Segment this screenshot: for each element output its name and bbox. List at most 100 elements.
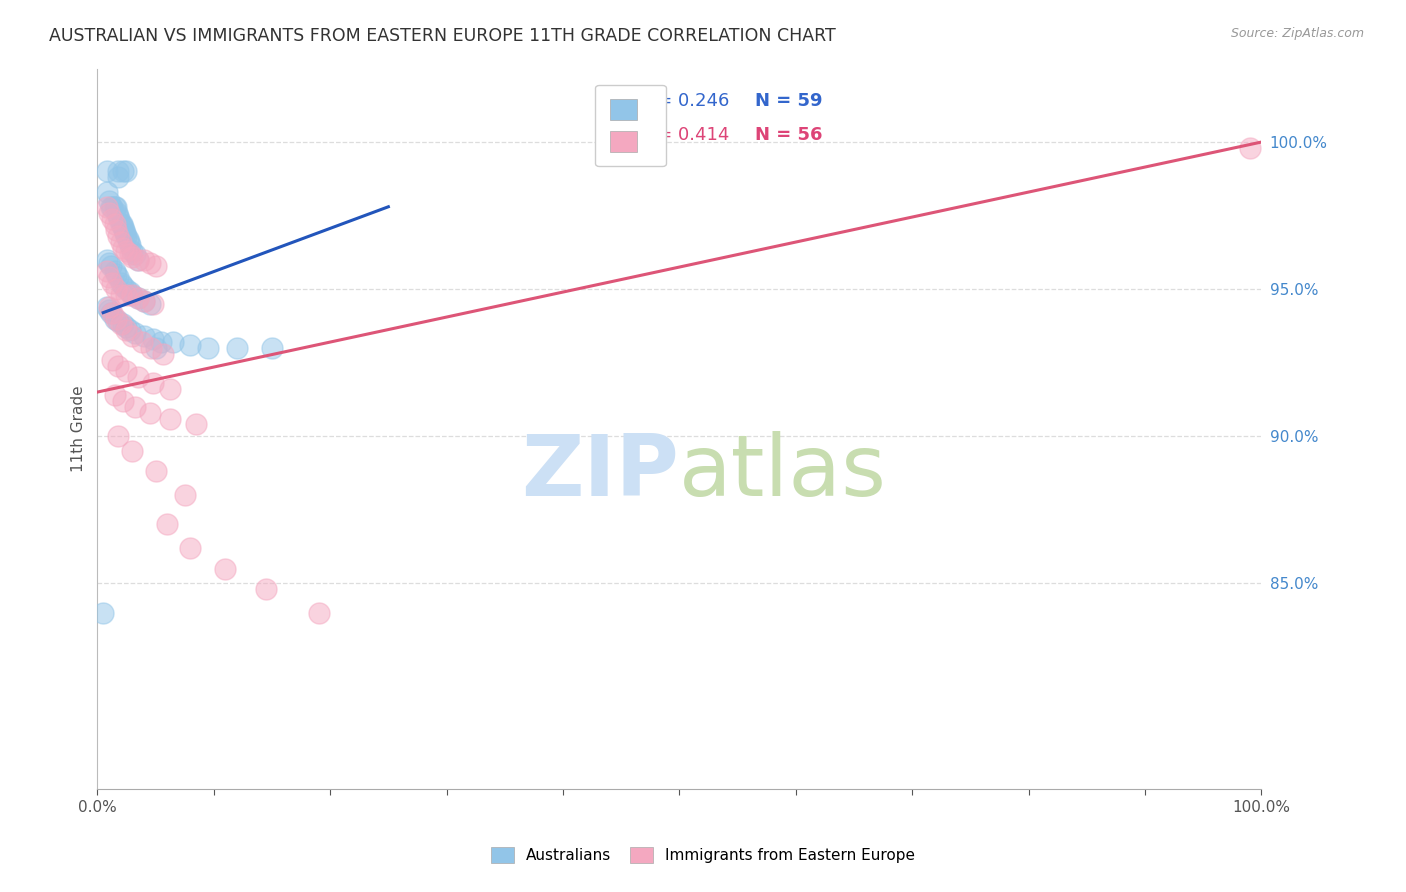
Point bbox=[127, 252, 149, 267]
Point bbox=[197, 341, 219, 355]
Point bbox=[173, 488, 195, 502]
Point bbox=[98, 300, 121, 314]
Point bbox=[111, 241, 134, 255]
Point bbox=[186, 417, 208, 432]
Point bbox=[124, 400, 146, 414]
Point bbox=[107, 170, 129, 185]
Point bbox=[115, 282, 138, 296]
Point bbox=[107, 314, 129, 328]
Point bbox=[96, 164, 118, 178]
Point bbox=[118, 323, 141, 337]
Point bbox=[214, 561, 236, 575]
Text: N = 56: N = 56 bbox=[755, 126, 823, 144]
Point bbox=[107, 209, 129, 223]
Point bbox=[111, 218, 134, 232]
Point bbox=[115, 229, 138, 244]
Point bbox=[308, 606, 330, 620]
Point bbox=[110, 235, 132, 249]
Point bbox=[107, 229, 129, 244]
Y-axis label: 11th Grade: 11th Grade bbox=[72, 385, 86, 472]
Point bbox=[132, 329, 155, 343]
Legend: Australians, Immigrants from Eastern Europe: Australians, Immigrants from Eastern Eur… bbox=[484, 839, 922, 871]
Point bbox=[121, 250, 143, 264]
Point bbox=[127, 370, 149, 384]
Text: R = 0.246: R = 0.246 bbox=[638, 92, 728, 110]
Point bbox=[145, 465, 167, 479]
Point bbox=[127, 291, 149, 305]
Point bbox=[104, 311, 127, 326]
Point bbox=[104, 282, 127, 296]
Text: AUSTRALIAN VS IMMIGRANTS FROM EASTERN EUROPE 11TH GRADE CORRELATION CHART: AUSTRALIAN VS IMMIGRANTS FROM EASTERN EU… bbox=[49, 27, 837, 45]
Point bbox=[96, 200, 118, 214]
Point bbox=[100, 306, 122, 320]
Point bbox=[159, 382, 181, 396]
Point bbox=[104, 200, 127, 214]
Point bbox=[104, 200, 127, 214]
Point bbox=[98, 255, 121, 269]
Point bbox=[110, 218, 132, 232]
Point bbox=[121, 288, 143, 302]
Point bbox=[115, 320, 138, 334]
Point bbox=[104, 223, 127, 237]
Point bbox=[139, 341, 162, 355]
Point bbox=[101, 352, 124, 367]
Point bbox=[104, 388, 127, 402]
Point bbox=[115, 164, 138, 178]
Point bbox=[121, 329, 143, 343]
Point bbox=[111, 393, 134, 408]
Point bbox=[118, 235, 141, 249]
Point bbox=[226, 341, 249, 355]
Point bbox=[1239, 141, 1261, 155]
Point bbox=[110, 318, 132, 332]
Point bbox=[121, 244, 143, 258]
Text: Source: ZipAtlas.com: Source: ZipAtlas.com bbox=[1230, 27, 1364, 40]
Point bbox=[118, 238, 141, 252]
Point bbox=[127, 252, 149, 267]
Point bbox=[142, 297, 165, 311]
Point bbox=[118, 285, 141, 299]
Point bbox=[121, 288, 143, 302]
Point bbox=[127, 291, 149, 305]
Point bbox=[138, 406, 160, 420]
Point bbox=[98, 270, 121, 285]
Point bbox=[96, 264, 118, 278]
Point bbox=[145, 341, 167, 355]
Point bbox=[110, 277, 132, 291]
Point bbox=[254, 582, 277, 596]
Point bbox=[110, 288, 132, 302]
Point bbox=[111, 164, 134, 178]
Point bbox=[115, 323, 138, 337]
Point bbox=[104, 268, 127, 282]
Point bbox=[107, 270, 129, 285]
Point bbox=[111, 220, 134, 235]
Point bbox=[145, 259, 167, 273]
Point bbox=[132, 293, 155, 308]
Point bbox=[118, 247, 141, 261]
Point bbox=[142, 332, 165, 346]
Point bbox=[179, 541, 201, 555]
Point bbox=[98, 302, 121, 317]
Point bbox=[104, 264, 127, 278]
Point bbox=[96, 300, 118, 314]
Point bbox=[131, 334, 153, 349]
Point bbox=[101, 306, 124, 320]
Point bbox=[112, 223, 135, 237]
Point bbox=[117, 232, 139, 246]
Point bbox=[159, 411, 181, 425]
Point bbox=[114, 226, 136, 240]
Point bbox=[115, 288, 138, 302]
Point bbox=[132, 293, 155, 308]
Point bbox=[101, 277, 124, 291]
Point bbox=[105, 205, 128, 219]
Point bbox=[138, 255, 160, 269]
Point bbox=[260, 341, 283, 355]
Point bbox=[115, 364, 138, 378]
Text: R = 0.414: R = 0.414 bbox=[638, 126, 728, 144]
Point bbox=[100, 200, 122, 214]
Point bbox=[162, 334, 184, 349]
Point bbox=[100, 259, 122, 273]
Point bbox=[91, 606, 114, 620]
Point bbox=[111, 279, 134, 293]
Point bbox=[156, 517, 179, 532]
Point bbox=[124, 326, 146, 341]
